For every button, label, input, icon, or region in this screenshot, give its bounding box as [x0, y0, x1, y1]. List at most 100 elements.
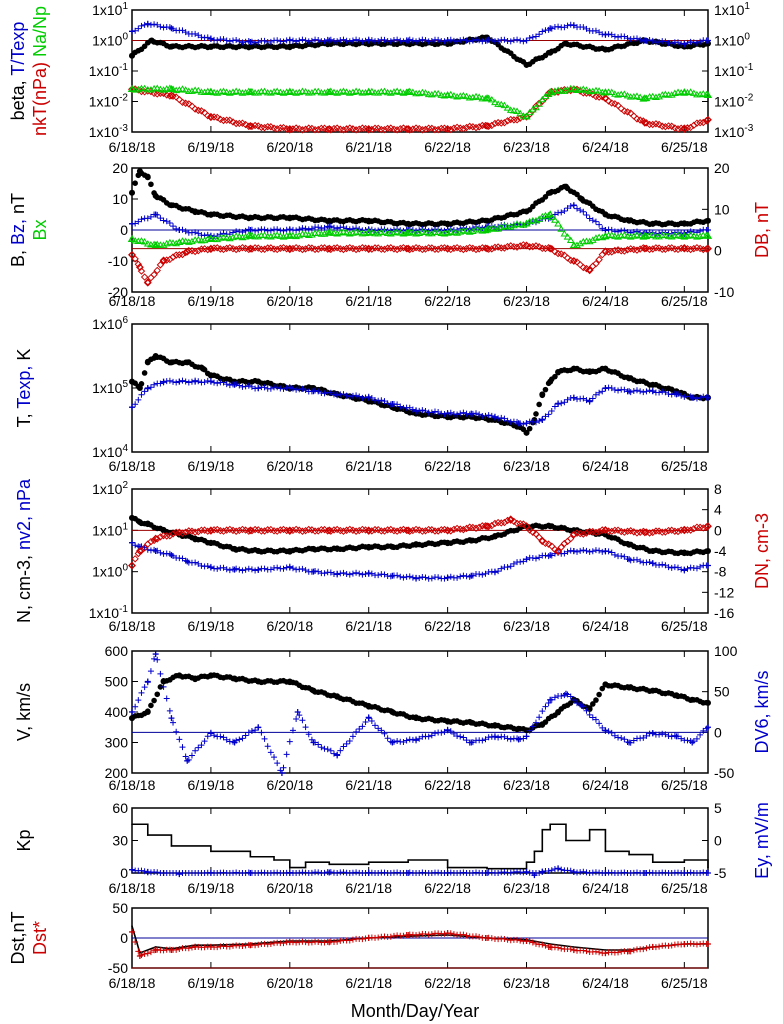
- trail-marker: [507, 736, 514, 743]
- data-point: [491, 533, 498, 540]
- trail-marker: [418, 245, 427, 254]
- date-tick-label: 6/18/18: [109, 293, 156, 309]
- data-point: [128, 250, 136, 259]
- data-point: [407, 859, 409, 861]
- trail-marker: [169, 530, 177, 538]
- date-tick-label: 6/22/18: [424, 293, 471, 309]
- data-point: [246, 231, 255, 239]
- data-point: [168, 25, 175, 32]
- trail-marker: [699, 89, 708, 97]
- data-point: [246, 526, 255, 535]
- trail-marker: [383, 244, 392, 252]
- trail-marker: [690, 524, 698, 533]
- data-point: [294, 709, 301, 715]
- y-tick-label: 1x100: [92, 32, 128, 49]
- trail-marker: [132, 542, 139, 549]
- trail-marker: [668, 942, 675, 949]
- data-point: [640, 231, 650, 239]
- trail-marker: [454, 38, 461, 45]
- trail-marker: [596, 389, 603, 396]
- trail-marker: [574, 700, 581, 707]
- trail-marker: [375, 572, 382, 579]
- trail-marker: [153, 84, 162, 91]
- date-tick-label: 6/22/18: [424, 777, 471, 793]
- data-point: [602, 727, 609, 734]
- data-point: [207, 672, 214, 679]
- data-point: [206, 526, 215, 535]
- date-tick-label: 6/19/18: [188, 618, 235, 634]
- trail-marker: [233, 37, 240, 44]
- trail-marker: [684, 565, 691, 572]
- trail-marker: [535, 243, 543, 251]
- left-axis-label-part: V, km/s: [14, 683, 34, 741]
- trail-marker: [604, 248, 613, 256]
- trail-marker: [232, 119, 240, 128]
- trail-marker: [544, 540, 553, 548]
- trail-marker: [460, 734, 467, 741]
- trail-marker: [371, 124, 379, 132]
- trail-marker: [643, 945, 650, 952]
- trail-marker: [138, 391, 145, 398]
- trail-marker: [280, 764, 287, 771]
- trail-marker: [343, 392, 350, 399]
- data-point: [673, 391, 680, 398]
- trail-marker: [194, 86, 203, 94]
- trail-marker: [293, 227, 300, 234]
- trail-marker: [615, 387, 622, 394]
- trail-marker: [140, 237, 149, 245]
- trail-marker: [552, 373, 558, 380]
- trail-marker: [589, 714, 596, 721]
- trail-marker: [583, 212, 590, 219]
- date-tick-label: 6/25/18: [661, 975, 708, 991]
- trail-marker: [460, 36, 467, 43]
- data-point: [127, 85, 137, 92]
- data-point: [247, 870, 254, 876]
- trail-marker: [355, 245, 363, 253]
- trail-marker: [583, 547, 590, 554]
- trail-marker: [393, 126, 401, 134]
- y-tick-label: 30: [112, 833, 128, 849]
- trail-marker: [460, 572, 467, 579]
- data-point: [334, 693, 341, 700]
- trail-marker: [153, 90, 161, 98]
- trail-marker: [380, 245, 389, 254]
- trail-marker: [381, 571, 388, 578]
- trail-marker: [359, 38, 366, 45]
- series-red-plus: [129, 928, 711, 959]
- data-point: [249, 855, 252, 858]
- left-axis-label-secondary: nkT(nPa) Na/Np: [30, 6, 50, 136]
- data-point: [192, 944, 199, 950]
- trail-marker: [636, 93, 645, 100]
- trail-marker: [431, 730, 438, 737]
- trail-marker: [611, 100, 619, 108]
- trail-marker: [457, 733, 464, 740]
- trail-marker: [560, 230, 569, 237]
- trail-marker: [135, 948, 142, 955]
- trail-marker: [198, 34, 205, 41]
- data-point: [144, 709, 151, 715]
- trail-marker: [481, 226, 490, 234]
- data-point: [334, 545, 341, 552]
- trail-marker: [462, 123, 471, 132]
- trail-marker: [255, 39, 262, 46]
- data-point: [404, 125, 413, 133]
- trail-marker: [457, 410, 464, 417]
- trail-marker: [170, 719, 177, 726]
- data-point: [364, 125, 373, 133]
- data-point: [602, 548, 609, 554]
- data-point: [626, 556, 633, 563]
- trail-marker: [684, 39, 691, 46]
- trail-marker: [400, 38, 407, 45]
- data-point: [255, 678, 262, 685]
- trail-marker: [374, 229, 383, 237]
- trail-marker: [321, 570, 328, 577]
- trail-marker: [384, 400, 391, 407]
- trail-marker: [668, 564, 675, 571]
- trail-marker: [198, 742, 205, 749]
- trail-marker: [596, 691, 602, 698]
- y2-tick-label: -8: [714, 564, 727, 580]
- data-point: [365, 397, 372, 404]
- trail-marker: [637, 558, 644, 565]
- data-point: [570, 527, 577, 534]
- data-point: [562, 690, 569, 697]
